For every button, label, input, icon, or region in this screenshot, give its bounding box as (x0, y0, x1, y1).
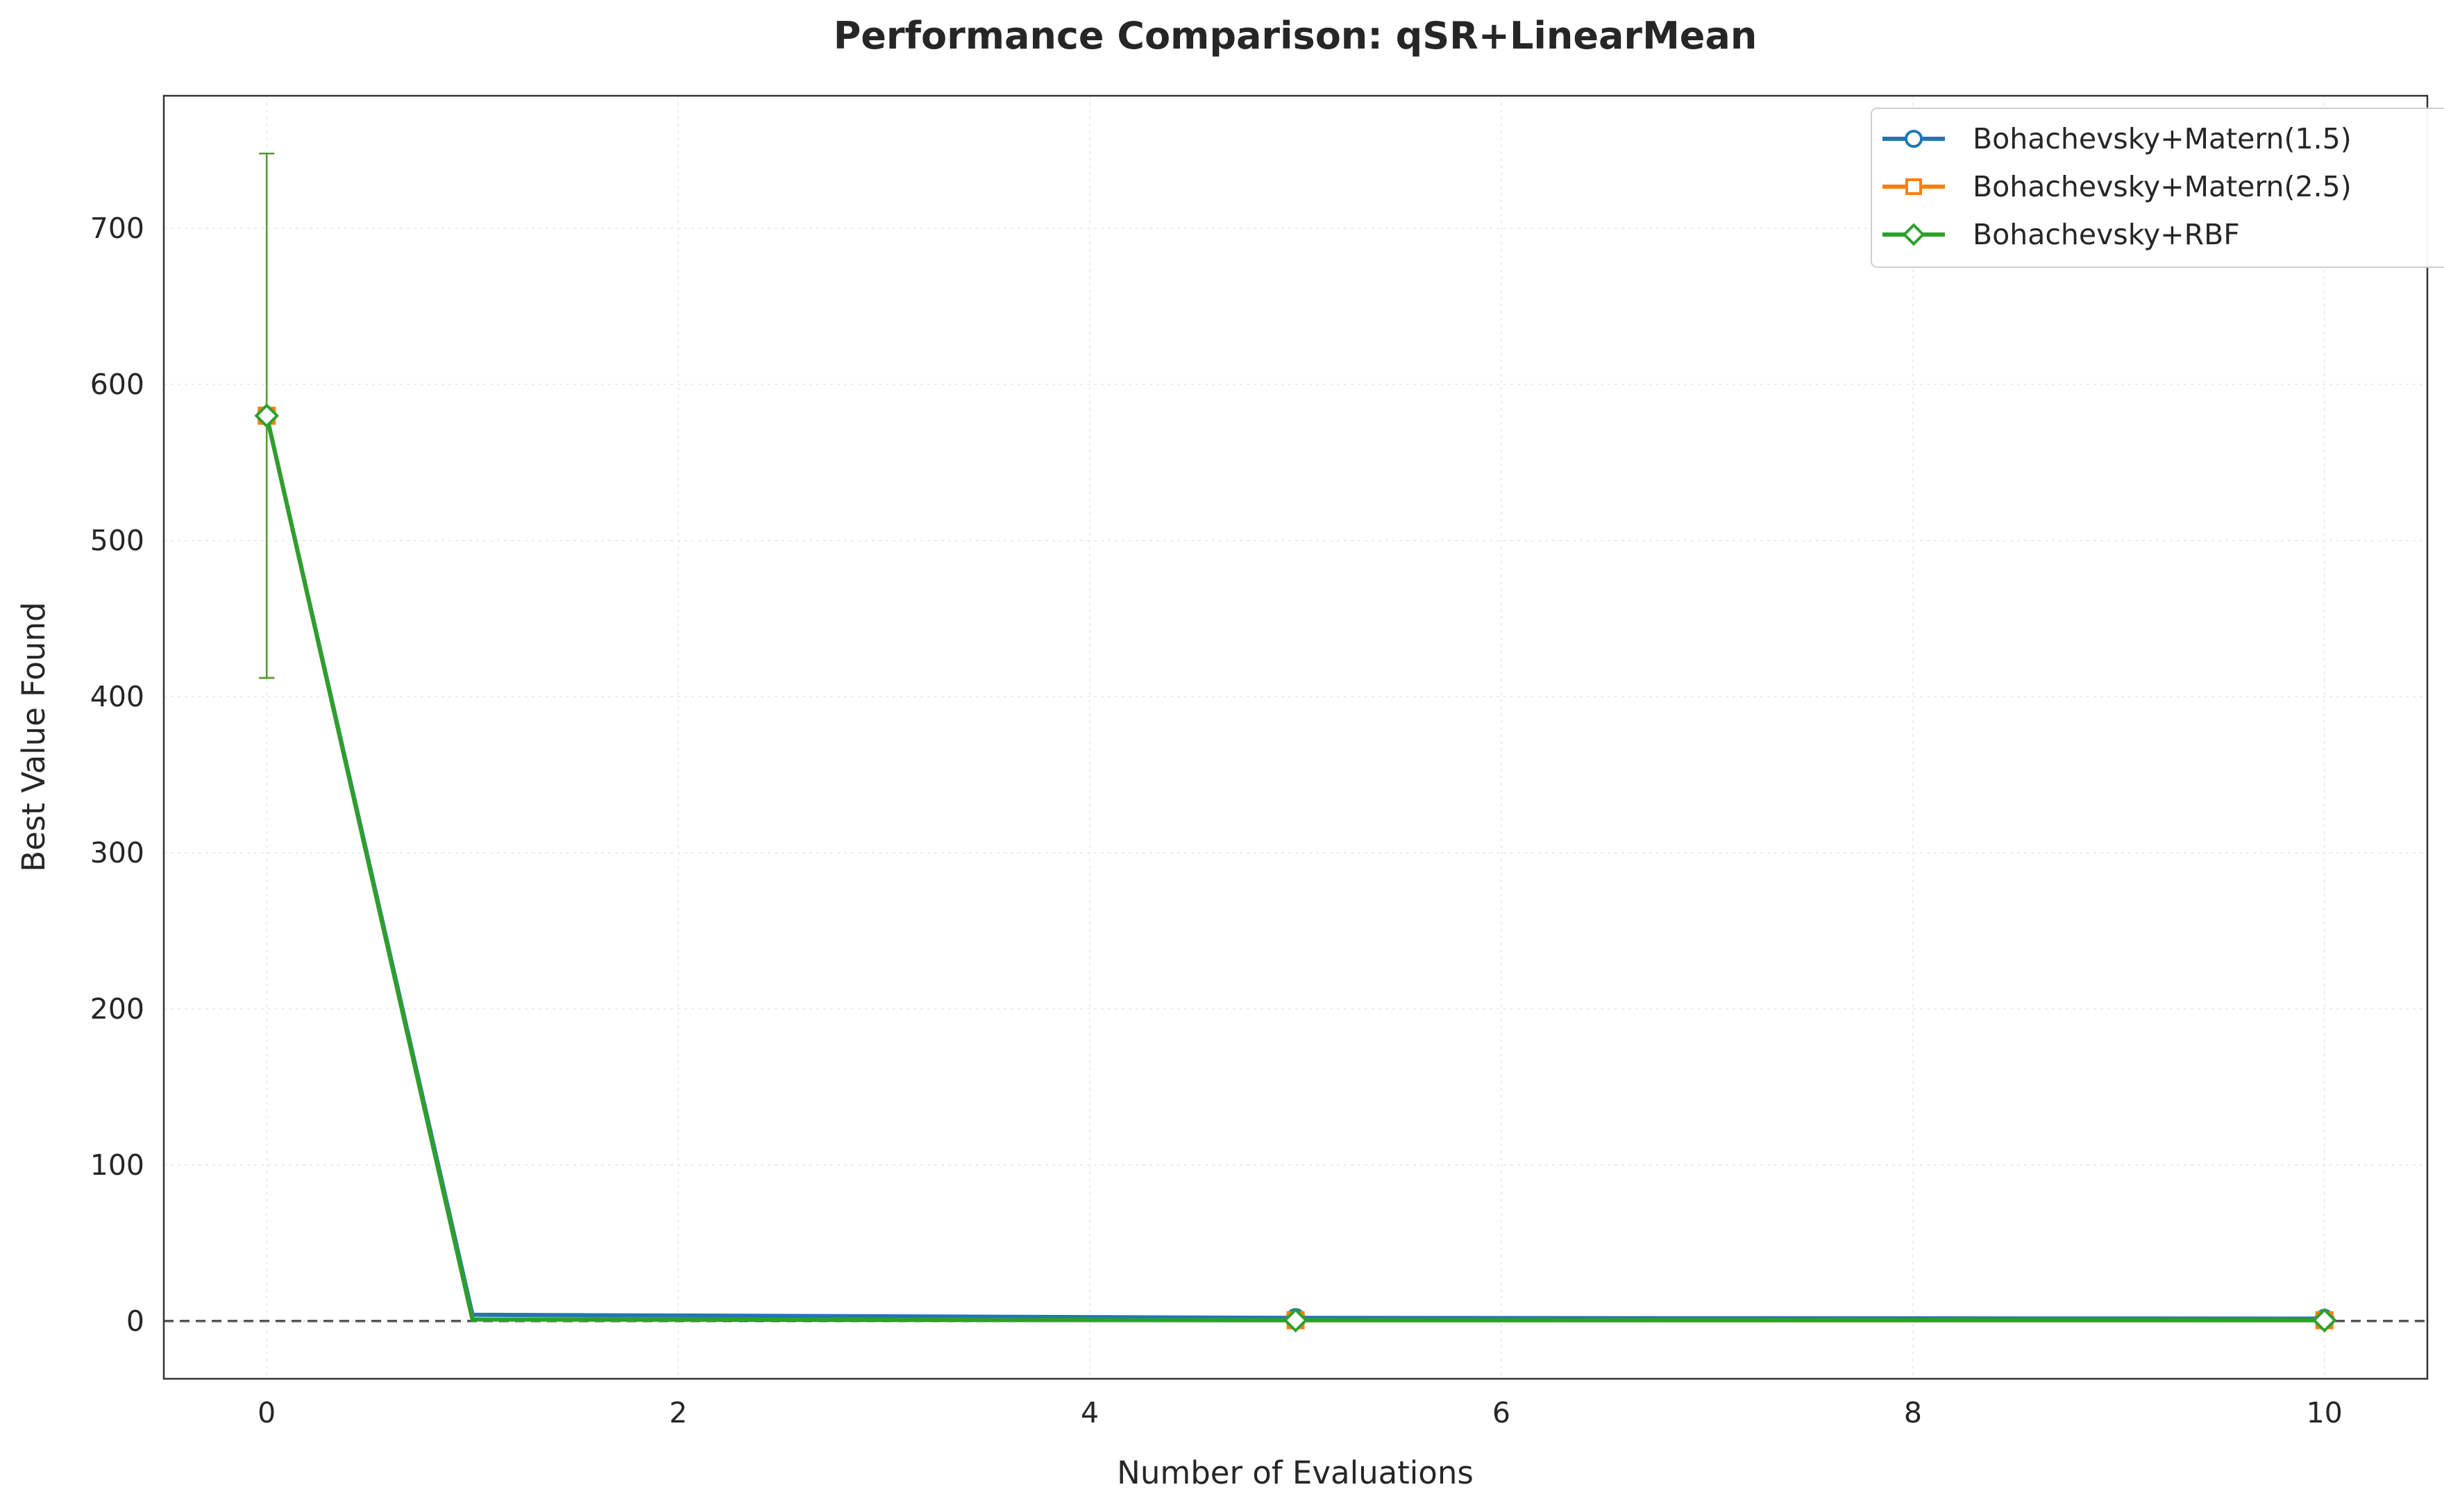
legend: Bohachevsky+Matern(1.5) Bohachevsky+Mater… (1871, 108, 2444, 268)
legend-box (1871, 108, 2444, 268)
y-tick-label: 300 (90, 836, 144, 869)
y-tick-label: 100 (90, 1148, 144, 1182)
x-tick-label: 6 (1492, 1396, 1510, 1429)
legend-marker (1902, 223, 1925, 246)
legend-label: Bohachevsky+Matern(2.5) (1973, 170, 2352, 203)
x-tick-label: 4 (1081, 1396, 1099, 1429)
y-tick-label: 700 (90, 212, 144, 245)
y-axis-label: Best Value Found (15, 602, 52, 872)
series-group (254, 152, 2337, 1333)
series-3 (254, 152, 2337, 1333)
x-ticks: 0 2 4 6 8 10 (258, 1396, 2343, 1429)
y-tick-label: 600 (90, 368, 144, 401)
x-tick-label: 0 (258, 1396, 276, 1429)
data-point (2311, 1307, 2337, 1333)
y-ticks: 0 100 200 300 400 500 600 700 (90, 212, 144, 1338)
legend-marker (1905, 130, 1923, 148)
x-tick-label: 8 (1904, 1396, 1922, 1429)
x-tick-label: 10 (2307, 1396, 2343, 1429)
legend-marker (1905, 178, 1922, 195)
x-axis-label: Number of Evaluations (1117, 1454, 1474, 1491)
y-tick-label: 500 (90, 524, 144, 557)
x-tick-label: 2 (669, 1396, 687, 1429)
legend-label: Bohachevsky+Matern(1.5) (1973, 122, 2352, 155)
chart-title: Performance Comparison: qSR+LinearMean (834, 14, 1758, 58)
series-line (264, 414, 2327, 1323)
data-point (1283, 1307, 1308, 1333)
legend-label: Bohachevsky+RBF (1973, 218, 2240, 251)
data-point (254, 403, 280, 428)
plot-frame (162, 94, 2429, 1380)
y-tick-label: 400 (90, 680, 144, 713)
y-tick-label: 0 (126, 1305, 144, 1338)
y-tick-label: 200 (90, 992, 144, 1026)
